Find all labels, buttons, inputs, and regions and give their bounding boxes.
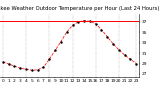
Text: Milwaukee Weather Outdoor Temperature per Hour (Last 24 Hours): Milwaukee Weather Outdoor Temperature pe… (0, 6, 159, 11)
